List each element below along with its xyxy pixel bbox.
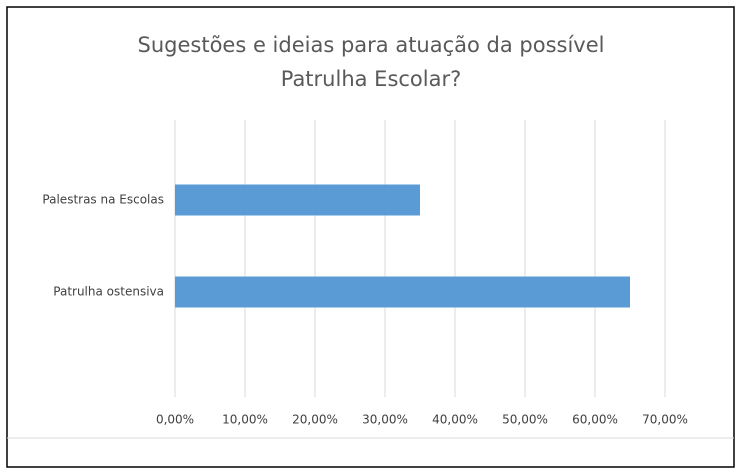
chart-title: Patrulha Escolar? <box>281 67 462 91</box>
x-tick-label: 70,00% <box>642 413 688 427</box>
y-tick-label: Patrulha ostensiva <box>53 285 164 299</box>
bar <box>175 276 630 308</box>
x-tick-label: 50,00% <box>502 413 548 427</box>
x-tick-label: 40,00% <box>432 413 478 427</box>
y-tick-label: Palestras na Escolas <box>42 193 164 207</box>
x-tick-label: 30,00% <box>362 413 408 427</box>
x-tick-label: 20,00% <box>292 413 338 427</box>
x-tick-label: 60,00% <box>572 413 618 427</box>
bar <box>175 184 420 216</box>
x-tick-label: 0,00% <box>156 413 194 427</box>
chart-frame <box>6 6 735 468</box>
chart-title: Sugestões e ideias para atuação da possí… <box>138 33 605 57</box>
x-tick-label: 10,00% <box>222 413 268 427</box>
